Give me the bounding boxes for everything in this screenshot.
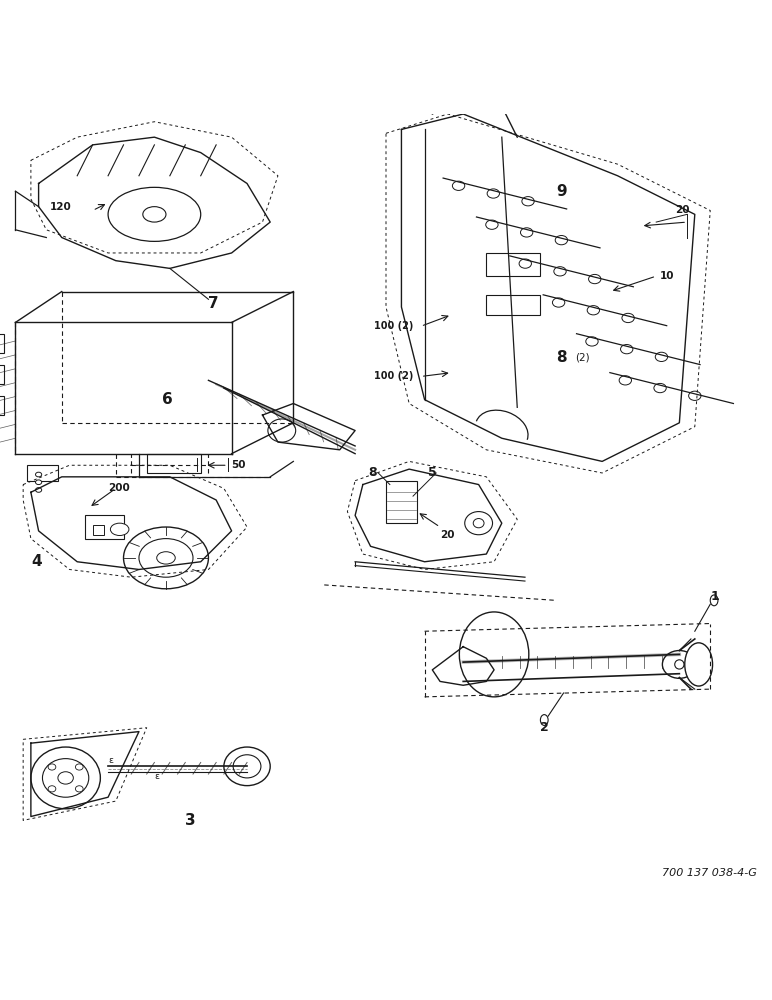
Ellipse shape	[621, 345, 633, 354]
Ellipse shape	[36, 488, 42, 492]
Ellipse shape	[553, 298, 565, 307]
Ellipse shape	[662, 651, 696, 678]
Ellipse shape	[622, 313, 635, 323]
Bar	[27, 465, 58, 481]
Ellipse shape	[76, 786, 83, 792]
Ellipse shape	[619, 376, 631, 385]
Ellipse shape	[110, 523, 129, 536]
Ellipse shape	[36, 480, 42, 485]
Ellipse shape	[685, 643, 713, 686]
Text: 2: 2	[540, 721, 549, 734]
Text: ε: ε	[154, 772, 159, 781]
Ellipse shape	[48, 764, 56, 770]
Ellipse shape	[58, 772, 73, 784]
Bar	[486, 295, 540, 315]
Ellipse shape	[36, 472, 42, 477]
Bar	[0, 334, 4, 353]
Ellipse shape	[473, 519, 484, 528]
Ellipse shape	[586, 337, 598, 346]
Text: (2): (2)	[575, 352, 590, 362]
Text: 9: 9	[556, 184, 567, 199]
Text: 7: 7	[208, 296, 219, 311]
Text: 8: 8	[368, 466, 377, 479]
Text: 5: 5	[428, 466, 437, 479]
Ellipse shape	[554, 267, 566, 276]
Ellipse shape	[268, 419, 296, 442]
Ellipse shape	[76, 764, 83, 770]
Text: 200: 200	[108, 483, 130, 493]
Ellipse shape	[654, 383, 666, 393]
Bar	[0, 365, 4, 384]
Ellipse shape	[689, 391, 701, 400]
Ellipse shape	[157, 552, 175, 564]
Ellipse shape	[31, 747, 100, 809]
Ellipse shape	[42, 759, 89, 797]
Text: 10: 10	[660, 271, 675, 281]
Ellipse shape	[124, 527, 208, 589]
Ellipse shape	[108, 187, 201, 241]
Bar	[93, 525, 104, 535]
Text: 3: 3	[185, 813, 196, 828]
Text: ε: ε	[108, 756, 113, 765]
Text: 6: 6	[162, 392, 173, 407]
Text: 8: 8	[556, 350, 567, 365]
Text: 4: 4	[31, 554, 42, 569]
Ellipse shape	[522, 197, 534, 206]
Text: 100 (2): 100 (2)	[374, 321, 414, 331]
Text: 100 (2): 100 (2)	[374, 371, 414, 381]
Ellipse shape	[655, 352, 668, 362]
Ellipse shape	[587, 306, 600, 315]
Ellipse shape	[143, 207, 166, 222]
Text: 120: 120	[50, 202, 72, 212]
Text: 1: 1	[710, 590, 719, 603]
Ellipse shape	[520, 228, 533, 237]
Ellipse shape	[555, 236, 567, 245]
Ellipse shape	[48, 786, 56, 792]
Bar	[386, 481, 417, 523]
Bar	[85, 515, 124, 539]
Ellipse shape	[459, 612, 529, 697]
Ellipse shape	[710, 595, 718, 606]
Ellipse shape	[487, 189, 499, 198]
Ellipse shape	[452, 181, 465, 190]
Text: 20: 20	[440, 530, 455, 540]
Ellipse shape	[233, 755, 261, 778]
Ellipse shape	[224, 747, 270, 786]
Ellipse shape	[471, 624, 517, 685]
Text: 20: 20	[676, 205, 690, 215]
Text: 700 137 038-4-G: 700 137 038-4-G	[662, 868, 757, 878]
Ellipse shape	[482, 639, 506, 670]
Ellipse shape	[486, 220, 498, 229]
Ellipse shape	[540, 715, 548, 725]
Ellipse shape	[139, 539, 193, 577]
Ellipse shape	[465, 512, 493, 535]
Bar	[147, 454, 201, 473]
Ellipse shape	[588, 274, 601, 284]
Bar	[0, 396, 4, 415]
Bar	[486, 253, 540, 276]
Ellipse shape	[675, 660, 684, 669]
Ellipse shape	[519, 259, 531, 268]
Text: 50: 50	[232, 460, 246, 470]
